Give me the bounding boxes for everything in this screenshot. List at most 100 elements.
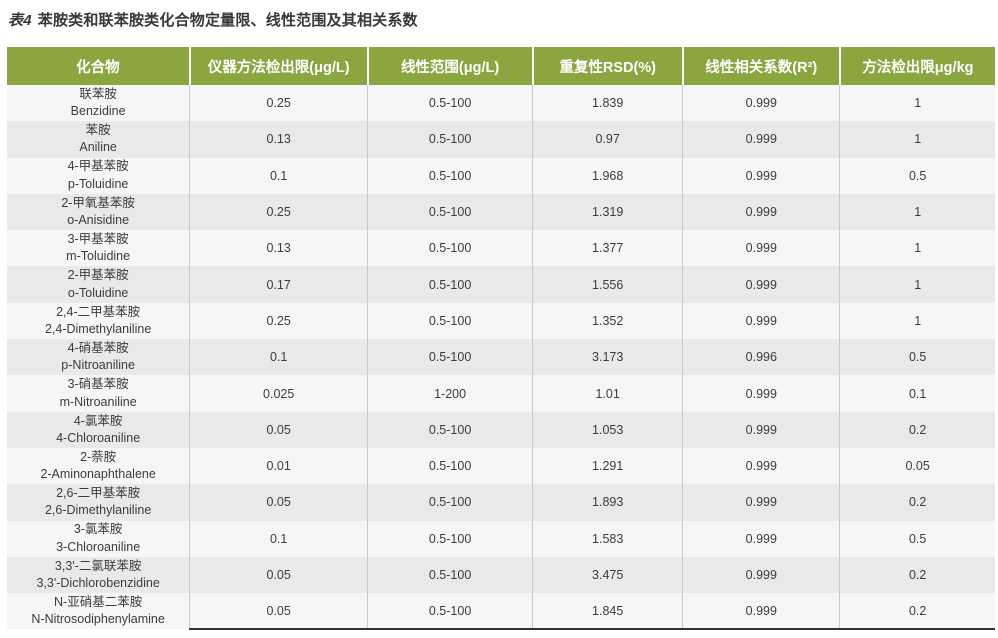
idl-cell: 0.1 <box>189 339 368 376</box>
r2-cell: 0.999 <box>682 520 840 557</box>
rsd-cell: 1.968 <box>532 157 683 194</box>
table-row: N-亚硝基二苯胺 N-Nitrosodiphenylamine 0.05 0.5-… <box>7 593 995 631</box>
range-cell: 0.5-100 <box>367 157 533 194</box>
compound-cell: 2-萘胺 2-Aminonaphthalene <box>7 447 190 485</box>
compounds-table: 化合物 仪器方法检出限(μg/L) 线性范围(μg/L) 重复性RSD(%) 线… <box>7 47 995 631</box>
idl-cell: 0.25 <box>189 85 368 122</box>
range-cell: 0.5-100 <box>367 266 533 303</box>
compound-name-en: 2-Aminonaphthalene <box>40 467 156 482</box>
compound-cell: 2,4-二甲基苯胺 2,4-Dimethylaniline <box>7 302 190 340</box>
r2-cell: 0.999 <box>682 375 840 412</box>
idl-cell: 0.25 <box>189 193 368 231</box>
table-row: 3-氯苯胺 3-Chloroaniline 0.1 0.5-100 1.583 0… <box>7 520 995 557</box>
mdl-cell: 1 <box>839 121 995 158</box>
rsd-cell: 1.01 <box>532 375 683 412</box>
range-cell: 0.5-100 <box>367 230 533 267</box>
compound-cell: 3-硝基苯胺 m-Nitroaniline <box>7 375 190 412</box>
rsd-cell: 3.475 <box>532 556 683 594</box>
r2-cell: 0.999 <box>682 121 840 158</box>
compound-name-cn: 2,4-二甲基苯胺 <box>56 304 141 319</box>
idl-cell: 0.13 <box>189 230 368 267</box>
range-cell: 0.5-100 <box>367 593 533 631</box>
compound-name-cn: 3-甲基苯胺 <box>67 232 129 247</box>
rsd-cell: 1.352 <box>532 302 683 340</box>
header-method-detection-limit: 方法检出限μg/kg <box>838 47 995 85</box>
table-row: 4-氯苯胺 4-Chloroaniline 0.05 0.5-100 1.053 … <box>7 411 995 448</box>
compound-cell: 4-硝基苯胺 p-Nitroaniline <box>7 339 190 376</box>
range-cell: 1-200 <box>367 375 533 412</box>
compound-name-cn: 2-萘胺 <box>80 449 117 464</box>
compound-name-en: 2,6-Dimethylaniline <box>44 503 152 518</box>
range-cell: 0.5-100 <box>367 411 533 448</box>
compound-name-cn: 3-氯苯胺 <box>73 522 123 537</box>
mdl-cell: 0.5 <box>839 339 995 376</box>
compound-name-cn: 4-硝基苯胺 <box>67 340 129 355</box>
mdl-cell: 0.1 <box>839 375 995 412</box>
range-cell: 0.5-100 <box>367 85 533 122</box>
rsd-cell: 1.291 <box>532 447 683 485</box>
mdl-cell: 1 <box>839 230 995 267</box>
rsd-cell: 1.319 <box>532 193 683 231</box>
r2-cell: 0.999 <box>682 157 840 194</box>
idl-cell: 0.25 <box>189 302 368 340</box>
table-row: 2-萘胺 2-Aminonaphthalene 0.01 0.5-100 1.29… <box>7 447 995 485</box>
mdl-cell: 0.2 <box>839 484 995 521</box>
compound-name-en: o-Toluidine <box>67 285 129 300</box>
idl-cell: 0.05 <box>189 411 368 448</box>
compound-name-en: 3,3'-Dichlorobenzidine <box>36 576 160 590</box>
mdl-cell: 0.5 <box>839 520 995 557</box>
compound-name-cn: 4-氯苯胺 <box>73 413 123 428</box>
range-cell: 0.5-100 <box>367 121 533 158</box>
compound-name-en: m-Nitroaniline <box>59 394 137 409</box>
table-row: 3-甲基苯胺 m-Toluidine 0.13 0.5-100 1.377 0.9… <box>7 230 995 267</box>
compound-name-cn: N-亚硝基二苯胺 <box>54 595 143 610</box>
compound-name-en: p-Toluidine <box>67 176 129 191</box>
r2-cell: 0.999 <box>682 556 840 594</box>
rsd-cell: 1.893 <box>532 484 683 521</box>
r2-cell: 0.999 <box>682 193 840 231</box>
compound-cell: 4-甲基苯胺 p-Toluidine <box>7 157 190 194</box>
table-row: 2,6-二甲基苯胺 2,6-Dimethylaniline 0.05 0.5-10… <box>7 484 995 521</box>
compound-cell: N-亚硝基二苯胺 N-Nitrosodiphenylamine <box>7 593 190 630</box>
header-row: 化合物 仪器方法检出限(μg/L) 线性范围(μg/L) 重复性RSD(%) 线… <box>7 47 995 85</box>
mdl-cell: 0.5 <box>839 157 995 194</box>
r2-cell: 0.999 <box>682 266 840 303</box>
table-row: 苯胺 Aniline 0.13 0.5-100 0.97 0.999 1 <box>7 121 995 158</box>
compound-name-en: o-Anisidine <box>67 213 130 228</box>
table-row: 2-甲氧基苯胺 o-Anisidine 0.25 0.5-100 1.319 0.… <box>7 193 995 231</box>
rsd-cell: 0.97 <box>532 121 683 158</box>
range-cell: 0.5-100 <box>367 484 533 521</box>
mdl-cell: 1 <box>839 302 995 340</box>
table-row: 联苯胺 Benzidine 0.25 0.5-100 1.839 0.999 1 <box>7 85 995 122</box>
range-cell: 0.5-100 <box>367 339 533 376</box>
header-instrument-detection-limit: 仪器方法检出限(μg/L) <box>188 47 368 85</box>
compound-name-en: 3-Chloroaniline <box>56 539 141 554</box>
r2-cell: 0.999 <box>682 85 840 122</box>
range-cell: 0.5-100 <box>367 193 533 231</box>
mdl-cell: 0.05 <box>839 447 995 485</box>
compound-name-cn: 3,3'-二氯联苯胺 <box>54 558 142 573</box>
compound-name-en: m-Toluidine <box>66 249 131 264</box>
rsd-cell: 1.053 <box>532 411 683 448</box>
compound-name-cn: 2,6-二甲基苯胺 <box>56 486 141 501</box>
idl-cell: 0.025 <box>189 375 368 412</box>
compound-name-cn: 联苯胺 <box>79 86 117 101</box>
compound-name-cn: 2-甲氧基苯胺 <box>61 195 135 210</box>
compound-name-en: p-Nitroaniline <box>61 358 135 373</box>
range-cell: 0.5-100 <box>367 447 533 485</box>
header-linear-range: 线性范围(μg/L) <box>366 47 533 85</box>
compound-cell: 2-甲氧基苯胺 o-Anisidine <box>7 193 190 231</box>
r2-cell: 0.999 <box>682 411 840 448</box>
compound-name-cn: 4-甲基苯胺 <box>67 159 129 174</box>
rsd-cell: 1.556 <box>532 266 683 303</box>
idl-cell: 0.1 <box>189 157 368 194</box>
r2-cell: 0.999 <box>682 230 840 267</box>
idl-cell: 0.13 <box>189 121 368 158</box>
r2-cell: 0.999 <box>682 447 840 485</box>
idl-cell: 0.1 <box>189 520 368 557</box>
mdl-cell: 0.2 <box>839 556 995 594</box>
mdl-cell: 1 <box>839 193 995 231</box>
compound-cell: 3-甲基苯胺 m-Toluidine <box>7 230 190 267</box>
compound-name-en: Benzidine <box>70 104 126 119</box>
